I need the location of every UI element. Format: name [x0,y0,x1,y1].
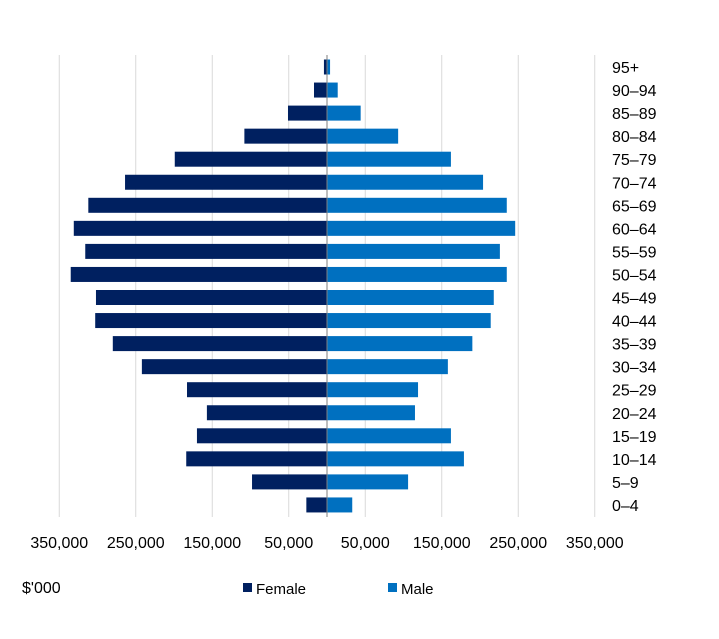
bar-female-0–4 [306,497,327,513]
bar-female-55–59 [85,243,327,259]
age-group-label: 80–84 [612,129,657,146]
age-group-label: 50–54 [612,267,657,284]
age-group-label: 65–69 [612,198,657,215]
age-group-label: 30–34 [612,360,657,377]
x-tick-label: 350,000 [30,535,88,552]
age-group-label: 55–59 [612,244,657,261]
age-group-labels: 95+ 90–94 85–89 80–84 75–79 70–74 65–69 60–64 55… [612,60,657,515]
bar-female-95+ [323,59,327,75]
bar-male-70–74 [327,174,484,190]
legend-swatch-male [388,583,397,592]
bar-male-5–9 [327,474,409,490]
bar-male-20–24 [327,405,415,421]
age-group-label: 35–39 [612,337,657,354]
bar-female-10–14 [186,451,327,467]
legend-swatch-female [243,583,252,592]
bar-male-95+ [327,59,331,75]
age-group-label: 5–9 [612,475,639,492]
bar-female-45–49 [95,290,327,305]
bar-male-35–39 [327,336,473,352]
legend: Female Male [243,581,434,598]
x-tick-label: 250,000 [107,535,165,552]
x-tick-labels: 350,000 250,000 150,000 50,000 50,000 150,000… [30,535,623,552]
bar-male-0–4 [327,497,353,513]
age-group-label: 25–29 [612,383,657,400]
bar-male-45–49 [327,290,494,305]
bar-female-50–54 [70,266,327,282]
age-group-label: 95+ [612,60,639,77]
bar-female-85–89 [287,105,327,121]
age-group-label: 20–24 [612,406,657,423]
age-group-label: 15–19 [612,429,657,446]
bar-male-75–79 [327,151,451,167]
bar-male-25–29 [327,382,419,398]
x-tick-label: 50,000 [341,535,390,552]
bar-male-80–84 [327,128,399,144]
x-tick-label: 350,000 [566,535,624,552]
legend-label-male: Male [401,581,434,598]
age-group-label: 40–44 [612,314,657,331]
bar-female-25–29 [187,382,327,398]
x-tick-label: 150,000 [183,535,241,552]
bar-female-30–34 [141,359,327,375]
age-group-label: 10–14 [612,452,657,469]
bar-male-65–69 [327,197,507,213]
bar-female-70–74 [125,174,327,190]
bar-female-40–44 [95,313,327,329]
bar-male-15–19 [327,428,451,444]
x-tick-label: 50,000 [264,535,313,552]
bar-male-10–14 [327,451,464,467]
age-group-label: 70–74 [612,175,657,192]
age-group-label: 75–79 [612,152,657,169]
bar-female-15–19 [196,428,327,444]
age-group-label: 60–64 [612,221,657,238]
age-group-label: 45–49 [612,291,657,308]
bar-female-90–94 [313,82,327,98]
bar-male-40–44 [327,313,491,329]
bar-female-5–9 [252,474,327,490]
bar-male-50–54 [327,266,507,282]
bar-female-75–79 [174,151,327,167]
bar-male-30–34 [327,359,448,375]
bar-female-65–69 [88,197,327,213]
legend-label-female: Female [256,581,306,598]
bar-female-35–39 [112,336,327,352]
unit-label: $'000 [22,580,61,597]
age-group-label: 90–94 [612,83,657,100]
bar-male-85–89 [327,105,361,121]
bar-female-20–24 [206,405,327,421]
bar-female-80–84 [244,128,327,144]
x-tick-label: 250,000 [489,535,547,552]
age-group-label: 0–4 [612,498,639,515]
bar-male-55–59 [327,243,500,259]
age-group-label: 85–89 [612,106,657,123]
bar-female-60–64 [73,220,327,236]
x-tick-label: 150,000 [413,535,471,552]
bar-male-90–94 [327,82,338,98]
bars [70,59,516,513]
bar-male-60–64 [327,220,516,236]
